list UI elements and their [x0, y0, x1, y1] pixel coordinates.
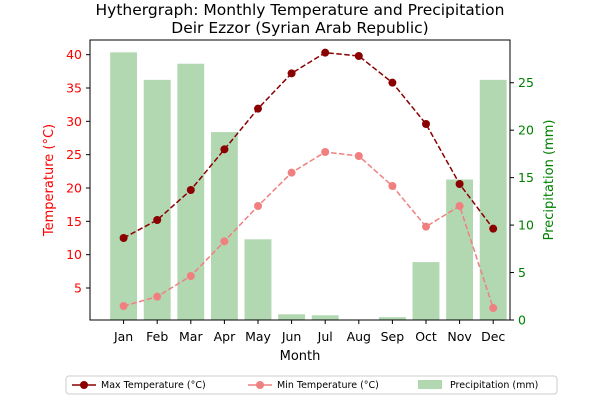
max-temp-point-mar	[186, 186, 195, 194]
legend-max-label: Max Temperature (°C)	[101, 380, 206, 391]
min-temp-point-nov	[455, 202, 464, 210]
plot-frame	[89, 39, 511, 321]
month-tick-label: Mar	[179, 329, 203, 344]
min-temp-point-jun	[287, 168, 296, 177]
max-temp-point-jul	[321, 48, 330, 57]
right-axis-label: Precipitation (mm)	[542, 120, 557, 241]
precip-bar-jun	[278, 314, 306, 320]
min-temp-point-sep	[388, 182, 397, 190]
month-axis: Jan Feb Mar Apr May Jun Jul Aug Sep Oct Nov Dec	[113, 320, 505, 344]
min-temp-line	[123, 151, 494, 309]
max-temp-point-aug	[354, 52, 363, 60]
max-temp-point-apr	[220, 145, 229, 154]
left-tick-label: 5	[74, 281, 82, 296]
left-axis-label: Temperature (°C)	[42, 124, 57, 237]
max-temp-point-feb	[153, 216, 162, 224]
min-temp-point-feb	[153, 292, 162, 301]
min-temp-point-apr	[220, 237, 229, 246]
min-temp-point-aug	[354, 152, 363, 160]
month-tick-label: Apr	[214, 329, 236, 344]
precip-bar-jan	[110, 52, 138, 320]
month-tick-label: May	[245, 329, 271, 344]
legend: Max Temperature (°C) Min Temperature (°C…	[65, 375, 558, 395]
x-axis-label: Month	[280, 349, 321, 364]
chart-subtitle: Deir Ezzor (Syrian Arab Republic)	[171, 19, 428, 37]
left-tick-label: 15	[66, 214, 82, 229]
max-temp-point-jan	[119, 234, 128, 242]
chart-title: Hythergraph: Monthly Temperature and Pre…	[96, 1, 505, 19]
max-temp-line	[123, 51, 494, 239]
min-temp-point-mar	[186, 272, 195, 280]
precip-bar-may	[244, 239, 272, 320]
precip-bar-apr	[210, 132, 238, 320]
min-temp-point-jul	[321, 148, 330, 156]
max-temp-point-oct	[422, 120, 430, 128]
month-tick-label: Oct	[415, 329, 437, 344]
month-tick-label: Feb	[146, 329, 168, 344]
month-tick-label: Aug	[347, 329, 371, 344]
left-tick-label: 35	[66, 81, 82, 96]
right-tick-label: 0	[518, 313, 526, 328]
right-tick-label: 10	[518, 218, 534, 233]
max-temp-point-jun	[287, 69, 296, 78]
max-temp-point-dec	[489, 224, 498, 233]
left-tick-label: 25	[66, 147, 82, 162]
month-tick-label: Dec	[481, 329, 505, 344]
precip-bar-dec	[479, 79, 507, 320]
legend-precip-swatch	[418, 380, 442, 389]
month-tick-label: Jul	[317, 329, 333, 344]
max-temp-point-sep	[388, 78, 397, 87]
legend-precip-label: Precipitation (mm)	[450, 380, 538, 391]
right-tick-label: 5	[518, 265, 526, 280]
min-temp-point-dec	[489, 304, 498, 312]
precip-bar-feb	[143, 79, 171, 320]
month-tick-label: Jan	[113, 329, 133, 344]
legend-max-marker	[80, 381, 88, 389]
left-tick-label: 20	[66, 181, 82, 196]
temperature-lines	[119, 48, 498, 312]
precip-bar-jul	[311, 315, 339, 320]
precipitation-bars	[110, 52, 507, 320]
month-tick-label: Nov	[447, 329, 472, 344]
left-tick-label: 40	[66, 47, 82, 62]
legend-min-label: Min Temperature (°C)	[277, 380, 379, 391]
precip-bar-nov	[446, 179, 474, 320]
right-precipitation-axis: 0 5 10 15 20 25	[510, 75, 534, 328]
right-tick-label: 20	[518, 123, 534, 138]
month-tick-label: Jun	[281, 329, 302, 344]
precip-bar-oct	[412, 262, 440, 320]
right-tick-label: 15	[518, 170, 534, 185]
min-temp-point-jan	[119, 302, 128, 310]
min-temp-point-oct	[422, 222, 430, 231]
left-tick-label: 30	[66, 114, 82, 129]
right-tick-label: 25	[518, 75, 534, 90]
left-temperature-axis: 5 10 15 20 25 30 35 40	[66, 47, 90, 296]
min-temp-point-may	[254, 202, 262, 210]
left-tick-label: 10	[66, 247, 82, 262]
precip-bar-sep	[378, 317, 406, 320]
legend-min-marker	[256, 381, 264, 389]
max-temp-point-nov	[455, 180, 464, 188]
month-tick-label: Sep	[381, 329, 405, 344]
max-temp-point-may	[254, 104, 262, 113]
